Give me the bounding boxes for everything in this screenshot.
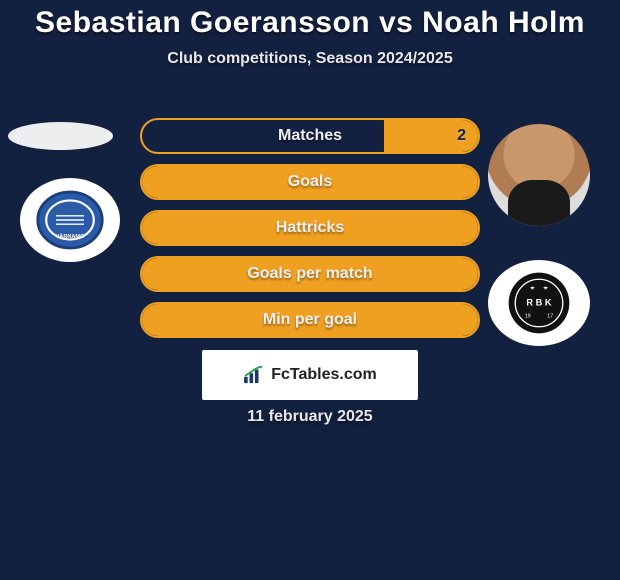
stat-row: Hattricks	[140, 210, 480, 246]
stat-row: Goals	[140, 164, 480, 200]
date-footer: 11 february 2025	[0, 408, 620, 426]
player-right-avatar	[488, 124, 590, 226]
player-right-club-badge: R B K 19 17	[488, 260, 590, 346]
svg-text:VÄRNAMO: VÄRNAMO	[56, 233, 86, 240]
ifk-varnamo-icon: VÄRNAMO	[35, 185, 105, 255]
svg-text:19: 19	[525, 314, 531, 320]
player-left-club-badge: VÄRNAMO	[20, 178, 120, 262]
stat-label: Matches	[142, 120, 478, 152]
stat-value-right: 2	[457, 120, 466, 152]
player-left-avatar	[8, 122, 113, 150]
svg-text:17: 17	[547, 314, 553, 320]
stat-label: Goals per match	[142, 258, 478, 290]
stat-row: Min per goal	[140, 302, 480, 338]
stats-list: Matches2 Goals Hattricks Goals per match Min…	[140, 118, 480, 348]
stat-label: Goals	[142, 166, 478, 198]
stat-label: Hattricks	[142, 212, 478, 244]
brand-badge: FcTables.com	[202, 350, 418, 400]
page-subtitle: Club competitions, Season 2024/2025	[0, 50, 620, 68]
stat-row: Goals per match	[140, 256, 480, 292]
svg-text:R B K: R B K	[526, 298, 551, 308]
rosenborg-icon: R B K 19 17	[506, 270, 572, 336]
brand-text: FcTables.com	[271, 366, 377, 384]
stat-label: Min per goal	[142, 304, 478, 336]
page-title: Sebastian Goeransson vs Noah Holm	[0, 0, 620, 40]
bars-icon	[243, 366, 265, 384]
stat-row: Matches2	[140, 118, 480, 154]
